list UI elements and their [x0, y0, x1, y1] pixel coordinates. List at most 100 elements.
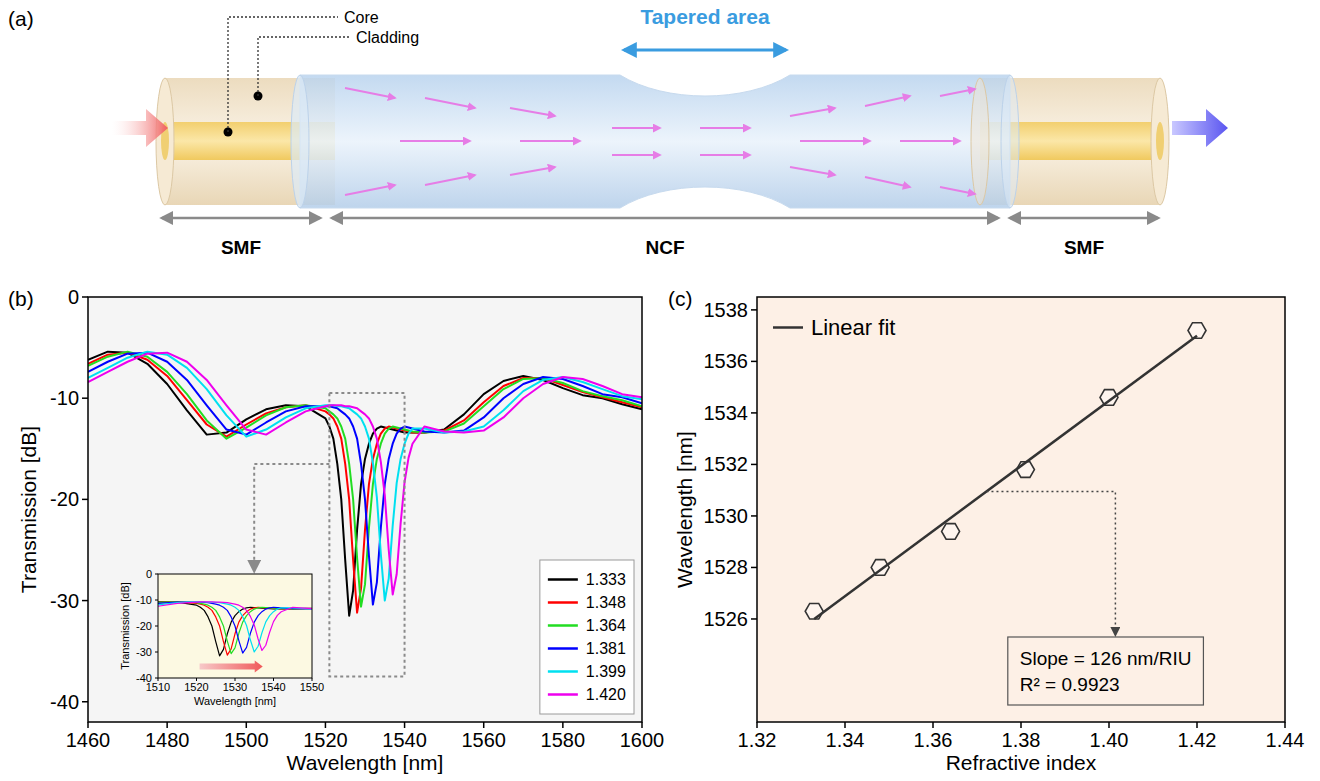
y-tick-label: -10	[50, 387, 79, 409]
x-tick	[844, 722, 846, 728]
y-tick	[751, 618, 757, 620]
plot-background	[757, 297, 1285, 722]
y-tick-label: -40	[136, 672, 152, 684]
y-tick	[751, 309, 757, 311]
x-tick	[1196, 722, 1198, 728]
y-tick	[82, 600, 88, 602]
x-tick	[246, 722, 248, 728]
y-tick-label: 0	[68, 286, 79, 308]
plot-data	[805, 323, 1206, 619]
label: Core	[344, 9, 379, 26]
x-tick	[641, 722, 643, 728]
x-tick-label: 1520	[184, 681, 208, 693]
inset-series-line	[158, 588, 312, 655]
light-ray	[790, 167, 835, 175]
x-tick-label: 1.32	[738, 729, 777, 751]
legend-swatch	[548, 601, 578, 604]
y-tick	[751, 412, 757, 414]
x-tick-label: 1.38	[1002, 729, 1041, 751]
annotation: Slope = 126 nm/RIUR² = 0.9923	[986, 491, 1203, 705]
y-tick-label: 1526	[704, 608, 749, 630]
data-point	[871, 560, 889, 576]
annotation-box	[1008, 637, 1204, 705]
legend-swatch	[548, 624, 578, 627]
x-tick-label: 1580	[541, 729, 586, 751]
x-tick	[87, 722, 89, 728]
inset-series-line	[158, 588, 312, 653]
light-ray	[790, 108, 835, 116]
light-ray	[865, 96, 910, 106]
input-arrow	[112, 109, 168, 147]
x-tick	[1284, 722, 1286, 728]
legend-label: 1.381	[586, 640, 626, 657]
panel-a: (a)CoreCladdingTapered areaSMFNCFSMF	[8, 5, 1228, 258]
ncf-end	[291, 75, 309, 208]
y-tick	[82, 499, 88, 501]
x-tick-label: 1480	[145, 729, 190, 751]
y-tick	[155, 652, 158, 653]
inset-series-line	[158, 588, 312, 656]
y-tick	[82, 701, 88, 703]
y-tick	[751, 515, 757, 517]
legend-swatch	[548, 647, 578, 650]
section-label: NCF	[645, 237, 684, 258]
callout-line	[258, 37, 350, 96]
y-tick-label: 1536	[704, 350, 749, 372]
output-arrow	[1172, 109, 1228, 147]
x-tick-label: 1550	[300, 681, 324, 693]
x-tick-label: 1530	[223, 681, 247, 693]
x-tick	[166, 722, 168, 728]
panel-label: (c)	[668, 287, 693, 310]
y-tick-label: -30	[50, 590, 79, 612]
legend-swatch	[548, 578, 578, 581]
light-ray	[510, 167, 555, 175]
data-point	[805, 603, 823, 619]
zoom-connector	[254, 464, 329, 571]
x-tick	[325, 722, 327, 728]
y-tick-label: -10	[136, 594, 152, 606]
dimension-arrow	[1010, 217, 1158, 220]
y-tick-label: 1534	[704, 402, 749, 424]
dimension-arrow	[332, 217, 998, 220]
x-tick-label: 1.44	[1266, 729, 1305, 751]
legend-label: Linear fit	[811, 315, 895, 340]
x-tick	[404, 722, 406, 728]
light-ray	[345, 185, 395, 195]
light-ray	[865, 177, 910, 187]
y-tick	[751, 464, 757, 466]
y-tick-label: -20	[136, 620, 152, 632]
light-ray	[940, 89, 975, 96]
x-axis-title: Refractive index	[946, 751, 1097, 774]
section-label: SMF	[221, 237, 261, 258]
annotation-text: Slope = 126 nm/RIU	[1020, 648, 1192, 669]
x-tick	[932, 722, 934, 728]
y-tick	[751, 361, 757, 363]
x-tick-label: 1600	[620, 729, 665, 751]
y-tick-label: 1528	[704, 556, 749, 578]
y-tick	[155, 574, 158, 575]
light-ray	[345, 88, 395, 98]
y-tick-label: -20	[50, 488, 79, 510]
x-tick-label: 1520	[303, 729, 348, 751]
x-tick-label: 1460	[66, 729, 111, 751]
panel-b: (b)151015201530154015500-10-20-30-40Wave…	[0, 286, 664, 774]
dimension-arrow	[624, 49, 786, 52]
y-tick	[155, 626, 158, 627]
legend-swatch	[548, 670, 578, 673]
x-tick-label: 1540	[261, 681, 285, 693]
plot-frame	[158, 574, 312, 678]
inset-series-line	[158, 588, 312, 652]
plot-frame	[757, 297, 1285, 722]
legend-swatch	[548, 693, 578, 696]
light-ray	[700, 127, 750, 129]
annotation-leader	[986, 491, 1115, 635]
plot-background	[88, 297, 642, 722]
label: Cladding	[356, 29, 419, 46]
ncf	[300, 75, 1010, 208]
core-end	[1156, 122, 1164, 160]
y-tick-label: 1530	[704, 505, 749, 527]
cladding-end	[156, 78, 174, 205]
inset-series-line	[158, 588, 312, 650]
light-ray	[800, 140, 870, 142]
y-tick-label: -30	[136, 646, 152, 658]
